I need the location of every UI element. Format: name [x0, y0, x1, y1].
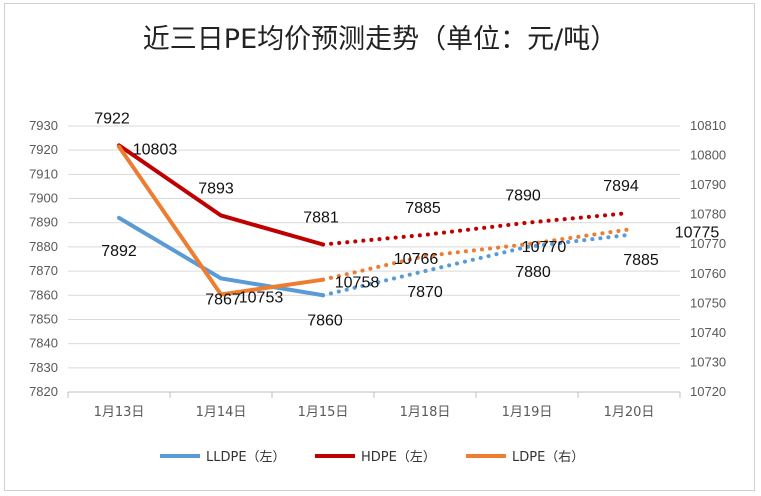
- x-axis-tick-label: 1月13日: [94, 405, 145, 420]
- data-label: 10803: [133, 142, 178, 159]
- series-line-forecast: [321, 227, 631, 282]
- data-label: 7885: [623, 252, 659, 269]
- data-label: 7880: [515, 264, 551, 281]
- legend-label: LDPE（右）: [512, 450, 584, 465]
- left-axis-tick: 7830: [29, 360, 58, 375]
- left-axis-tick: 7820: [29, 384, 58, 399]
- x-axis-tick-label: 1月19日: [502, 405, 553, 420]
- left-axis-tick: 7880: [29, 239, 58, 254]
- right-axis-tick: 10780: [690, 207, 726, 222]
- data-label: 10766: [394, 251, 439, 268]
- left-axis-tick: 7930: [29, 118, 58, 133]
- x-axis-tick-label: 1月14日: [196, 405, 247, 420]
- series-line-forecast: [321, 211, 631, 247]
- series-line-actual: [117, 144, 325, 297]
- data-label: 10775: [675, 224, 720, 241]
- left-axis-tick: 7890: [29, 215, 58, 230]
- series-line-forecast: [321, 232, 631, 298]
- right-axis-tick: 10730: [690, 354, 726, 369]
- series-line-actual: [117, 143, 325, 247]
- data-label: 7892: [101, 243, 137, 260]
- x-axis-tick-label: 1月18日: [400, 405, 451, 420]
- right-axis-tick: 10800: [690, 148, 726, 163]
- data-label: 7922: [94, 110, 130, 127]
- data-label: 10770: [522, 239, 567, 256]
- right-axis-tick: 10720: [690, 384, 726, 399]
- x-axis-tick-label: 1月15日: [298, 405, 349, 420]
- chart-title: 近三日PE均价预测走势（单位：元/吨）: [143, 24, 617, 55]
- data-label: 7893: [198, 180, 234, 197]
- data-label: 10753: [239, 289, 284, 306]
- legend-label: HDPE（左）: [361, 450, 436, 465]
- right-axis-tick: 10750: [690, 295, 726, 310]
- left-axis-tick: 7840: [29, 336, 58, 351]
- data-label: 10758: [335, 275, 380, 292]
- x-axis-tick-label: 1月20日: [604, 405, 655, 420]
- right-axis-tick: 10770: [690, 236, 726, 251]
- left-axis-tick: 7920: [29, 142, 58, 157]
- data-label: 7885: [405, 200, 441, 217]
- data-label: 7881: [303, 209, 339, 226]
- data-label: 7860: [307, 312, 343, 329]
- right-axis-tick: 10760: [690, 266, 726, 281]
- data-label: 7870: [407, 284, 443, 301]
- data-label: 7867: [205, 291, 241, 308]
- series-line-actual: [117, 215, 325, 298]
- left-axis-tick: 7870: [29, 263, 58, 278]
- left-axis-tick: 7850: [29, 311, 58, 326]
- right-axis-tick: 10810: [690, 118, 726, 133]
- right-axis-tick: 10790: [690, 177, 726, 192]
- left-axis-tick: 7910: [29, 166, 58, 181]
- left-axis-tick: 7900: [29, 191, 58, 206]
- left-axis-tick: 7860: [29, 287, 58, 302]
- data-label: 7890: [505, 188, 541, 205]
- legend-label: LLDPE（左）: [206, 450, 286, 465]
- right-axis-tick: 10740: [690, 325, 726, 340]
- data-label: 7894: [603, 178, 639, 195]
